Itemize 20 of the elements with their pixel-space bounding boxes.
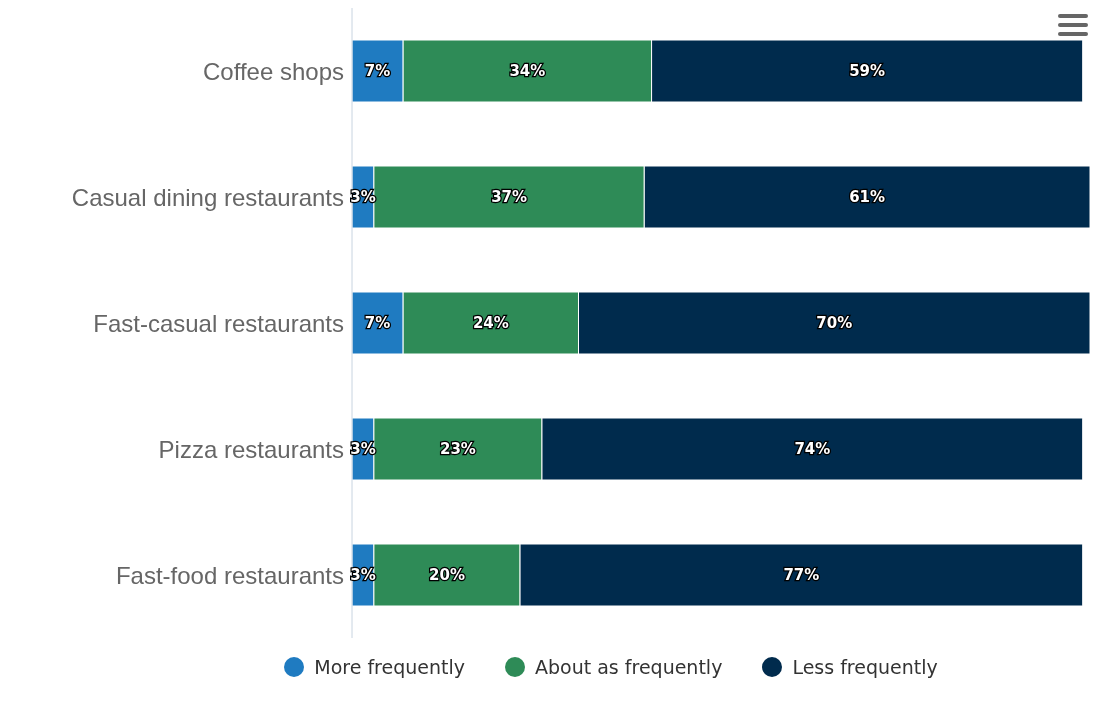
data-label: 59%	[849, 62, 886, 80]
data-label: 24%	[472, 314, 509, 332]
data-label: 77%	[783, 566, 820, 584]
data-label: 34%	[509, 62, 546, 80]
data-label: 74%	[794, 440, 831, 458]
data-label: 20%	[429, 566, 465, 584]
data-label: 70%	[816, 314, 853, 332]
y-tick-label: Coffee shops	[203, 57, 344, 85]
data-label: 37%	[491, 188, 528, 206]
y-tick-label: Pizza restaurants	[158, 435, 344, 463]
legend-label: About as frequently	[535, 656, 723, 678]
data-label: 61%	[849, 188, 886, 206]
y-tick-label: Casual dining restaurants	[71, 183, 344, 211]
y-tick-label: Fast-casual restaurants	[93, 309, 344, 337]
data-label: 23%	[440, 440, 476, 458]
data-label: 7%	[364, 314, 391, 332]
data-label: 7%	[364, 62, 391, 80]
legend-label: Less frequently	[792, 656, 938, 678]
y-tick-label: Fast-food restaurants	[115, 561, 344, 589]
legend-label: More frequently	[314, 656, 465, 678]
